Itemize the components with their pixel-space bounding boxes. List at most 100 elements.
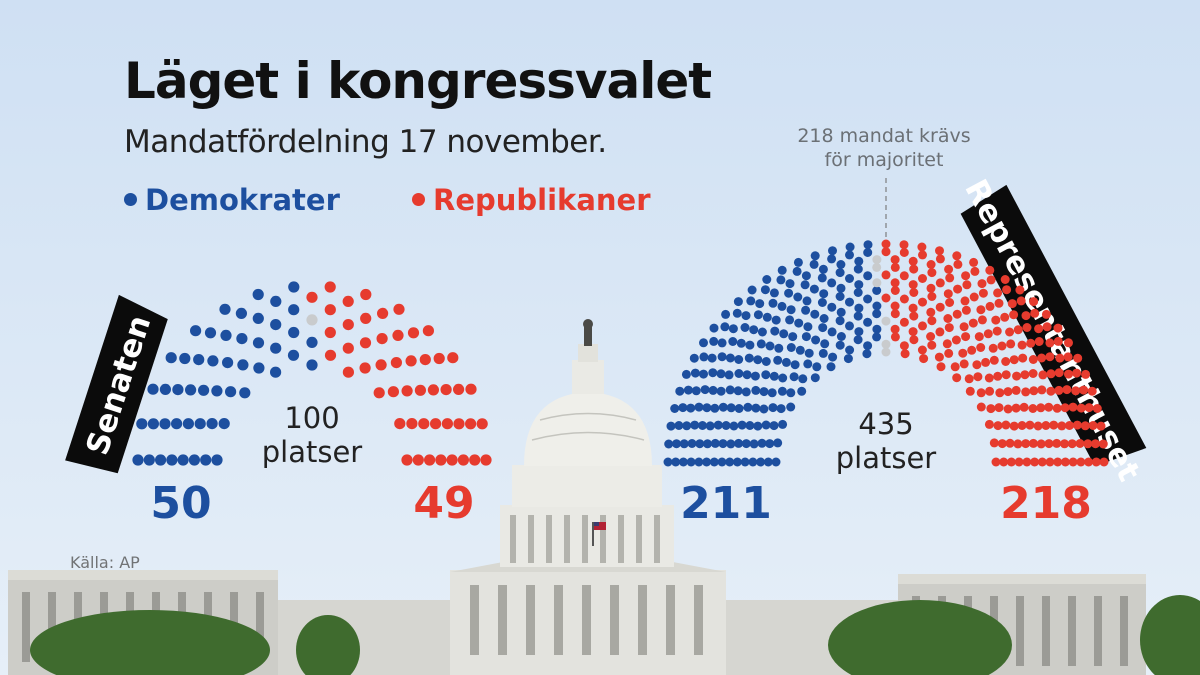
house-seat bbox=[845, 297, 854, 307]
house-seat bbox=[724, 370, 734, 380]
house-seat bbox=[973, 372, 983, 382]
house-seat bbox=[793, 292, 803, 302]
house-seat bbox=[1001, 420, 1011, 430]
senate-seat bbox=[177, 454, 189, 466]
house-seat bbox=[750, 371, 760, 381]
senate-seat bbox=[132, 454, 144, 466]
house-seat bbox=[1046, 386, 1056, 396]
house-seat bbox=[797, 386, 807, 396]
house-seat bbox=[1075, 439, 1085, 448]
house-seat bbox=[862, 349, 872, 359]
house-seat bbox=[881, 339, 891, 349]
house-seat bbox=[1028, 355, 1038, 364]
senate-seat bbox=[306, 336, 318, 348]
house-seat bbox=[734, 355, 744, 364]
house-seat bbox=[743, 402, 753, 412]
house-seat bbox=[1084, 457, 1094, 467]
house-seat bbox=[989, 438, 999, 448]
house-seat bbox=[1003, 404, 1013, 414]
house-seat bbox=[853, 311, 863, 321]
house-seat bbox=[721, 421, 731, 430]
house-seat bbox=[732, 457, 742, 467]
house-seat bbox=[1064, 369, 1073, 379]
senate-seat bbox=[359, 337, 372, 349]
house-seat bbox=[773, 355, 783, 365]
house-seat bbox=[1001, 370, 1011, 380]
house-seat bbox=[908, 280, 918, 290]
house-seat bbox=[699, 352, 709, 362]
senate-seat bbox=[155, 454, 167, 466]
house-seat bbox=[908, 256, 918, 266]
house-seat bbox=[1005, 327, 1015, 337]
house-seat bbox=[944, 323, 954, 333]
house-seat bbox=[801, 271, 811, 281]
house-seat bbox=[872, 301, 882, 311]
house-seat bbox=[935, 254, 945, 264]
house-seat bbox=[944, 348, 954, 358]
house-seat bbox=[777, 301, 787, 311]
house-total-number: 435 bbox=[858, 407, 913, 441]
senate-seat bbox=[185, 384, 197, 396]
senate-seat bbox=[324, 281, 336, 293]
house-seat bbox=[709, 457, 719, 467]
house-seat bbox=[959, 359, 969, 369]
house-seat bbox=[899, 317, 909, 327]
house-seat bbox=[934, 352, 944, 362]
house-seat bbox=[1036, 403, 1046, 413]
house-seat bbox=[1007, 299, 1017, 309]
house-seat bbox=[767, 388, 777, 398]
house-seat bbox=[1012, 371, 1022, 381]
house-seat bbox=[755, 299, 765, 309]
house-seat bbox=[828, 246, 837, 256]
house-seat bbox=[960, 296, 970, 306]
house-seat bbox=[926, 307, 936, 317]
source-credit: Källa: AP bbox=[70, 553, 140, 572]
senate-seat bbox=[441, 418, 453, 430]
house-seat bbox=[818, 348, 828, 358]
house-seat bbox=[1080, 421, 1090, 431]
senate-seat bbox=[306, 314, 318, 326]
senate-seat bbox=[237, 359, 249, 371]
house-seat bbox=[1009, 421, 1019, 431]
house-seat bbox=[803, 322, 813, 332]
house-seat bbox=[679, 439, 689, 449]
house-seat bbox=[810, 373, 820, 383]
house-seat bbox=[836, 332, 846, 341]
house-seat bbox=[817, 273, 827, 283]
house-seat bbox=[1020, 370, 1030, 380]
house-seat bbox=[994, 403, 1004, 413]
house-seat bbox=[716, 386, 726, 396]
house-seat bbox=[1076, 403, 1086, 413]
house-seat bbox=[686, 457, 696, 467]
house-seat bbox=[1005, 438, 1015, 448]
page-title: Läget i kongressvalet bbox=[124, 52, 712, 110]
house-seat bbox=[779, 329, 789, 339]
house-seat bbox=[749, 325, 759, 335]
house-seat bbox=[768, 298, 778, 308]
house-seat bbox=[968, 318, 978, 328]
house-seat bbox=[909, 264, 919, 274]
senate-seat bbox=[419, 354, 431, 366]
house-seat bbox=[742, 370, 752, 380]
house-seat bbox=[749, 439, 759, 449]
house-seat bbox=[935, 246, 944, 256]
house-seat bbox=[700, 385, 710, 395]
house-seat bbox=[762, 275, 772, 284]
senate-seat bbox=[252, 337, 265, 349]
house-seat bbox=[1038, 370, 1048, 380]
house-seat bbox=[1019, 402, 1029, 412]
senate-seat bbox=[390, 357, 402, 369]
house-seat bbox=[828, 352, 838, 362]
senate-seat bbox=[406, 418, 418, 430]
senate-seat bbox=[469, 454, 481, 466]
house-seat bbox=[1009, 310, 1019, 320]
senate-seat bbox=[270, 295, 282, 307]
house-seat bbox=[985, 265, 995, 275]
house-seat bbox=[759, 404, 769, 414]
senate-seat bbox=[476, 418, 488, 430]
house-seat bbox=[718, 439, 728, 449]
capitol-building-illustration bbox=[8, 319, 1200, 675]
house-seat bbox=[872, 278, 882, 288]
house-seat bbox=[1006, 457, 1016, 467]
senate-seat bbox=[270, 342, 282, 354]
